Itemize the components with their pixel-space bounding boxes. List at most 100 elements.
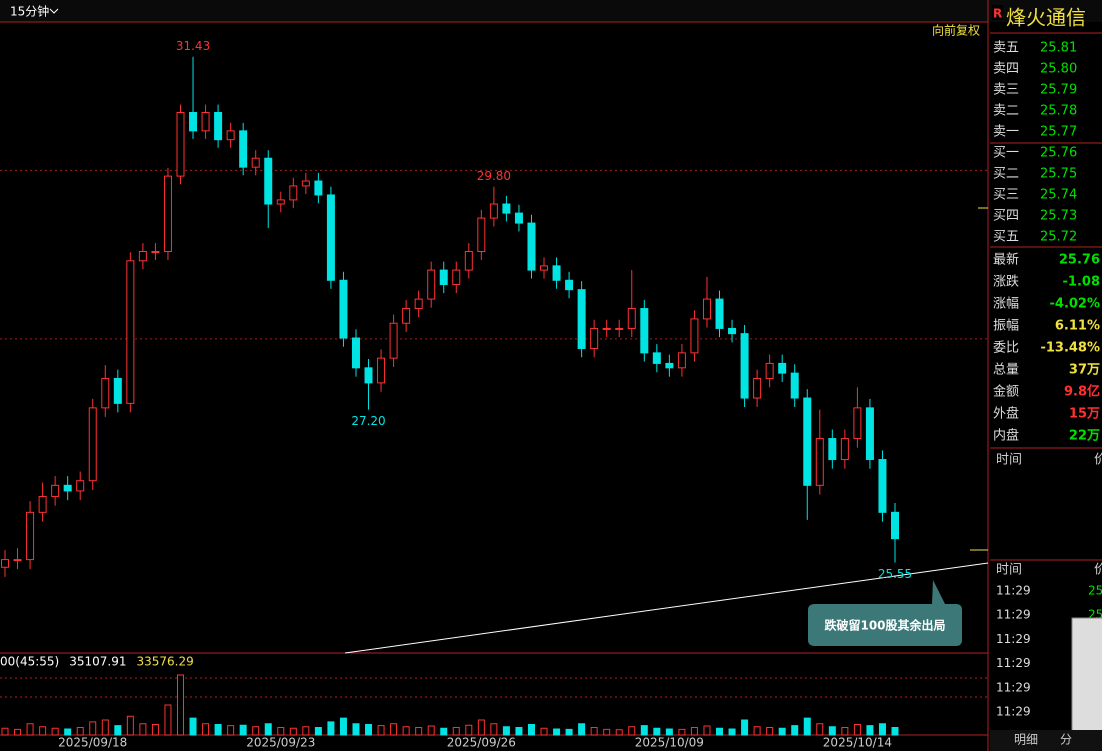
x-tick-label: 2025/09/18 bbox=[58, 736, 127, 750]
volume-bar bbox=[277, 727, 285, 736]
extreme-label: 25.55 bbox=[878, 567, 912, 581]
candle-body bbox=[878, 459, 887, 513]
candle-body bbox=[389, 322, 398, 359]
volume-bar bbox=[151, 724, 159, 736]
volume-bar bbox=[791, 725, 799, 736]
candle-body bbox=[151, 251, 160, 254]
tick-time: 11:29 bbox=[996, 608, 1031, 622]
candle-body bbox=[251, 157, 260, 168]
bid-label: 买二 bbox=[993, 167, 1019, 182]
volume-bar bbox=[101, 719, 109, 736]
candle-body bbox=[38, 495, 47, 513]
candle-body bbox=[176, 112, 185, 177]
column-header: 价 bbox=[1094, 563, 1102, 578]
candle-body bbox=[514, 212, 523, 224]
volume-bar bbox=[427, 725, 435, 736]
volume-bar bbox=[653, 727, 661, 736]
dropdown-icon[interactable] bbox=[49, 8, 59, 14]
bid-price: 25.73 bbox=[1040, 209, 1077, 224]
candle-body bbox=[163, 175, 172, 253]
candle-body bbox=[489, 203, 498, 219]
volume-bar bbox=[477, 719, 485, 736]
volume-bar bbox=[866, 725, 874, 736]
stat-value: 25.76 bbox=[1059, 253, 1100, 268]
candle-body bbox=[865, 407, 874, 461]
candle-body bbox=[815, 438, 824, 486]
note-text: 跌破留100股其余出局 bbox=[824, 618, 945, 633]
candle-body bbox=[402, 308, 411, 324]
bid-label: 买五 bbox=[993, 230, 1019, 245]
stat-value: 37万 bbox=[1069, 363, 1100, 378]
stat-value: -1.08 bbox=[1063, 275, 1100, 290]
candle-body bbox=[239, 130, 248, 168]
volume-bar bbox=[89, 721, 97, 736]
bid-label: 买四 bbox=[993, 209, 1019, 224]
volume-bar bbox=[816, 723, 824, 736]
candle-body bbox=[189, 112, 198, 132]
extreme-label: 31.43 bbox=[176, 39, 210, 53]
tab-bar bbox=[990, 730, 1102, 751]
volume-bar bbox=[440, 727, 448, 736]
candle-body bbox=[840, 438, 849, 461]
candle-body bbox=[527, 222, 536, 271]
volume-bar bbox=[327, 721, 335, 736]
tick-time: 11:29 bbox=[996, 680, 1031, 694]
volume-bar bbox=[753, 726, 761, 736]
period-selector[interactable]: 15分钟 bbox=[10, 4, 49, 19]
candle-body bbox=[214, 112, 223, 141]
bid-price: 25.74 bbox=[1040, 188, 1077, 203]
volume-bar bbox=[339, 717, 347, 736]
volume-bar bbox=[352, 723, 360, 736]
candle-body bbox=[51, 484, 60, 497]
volume-bar bbox=[603, 728, 611, 736]
bid-price: 25.72 bbox=[1040, 230, 1077, 245]
volume-bar bbox=[214, 724, 222, 736]
stat-label: 委比 bbox=[993, 341, 1019, 356]
candle-body bbox=[88, 407, 97, 482]
stat-label: 内盘 bbox=[993, 428, 1019, 444]
volume-bar bbox=[402, 726, 410, 736]
candle-body bbox=[364, 367, 373, 384]
candle-body bbox=[76, 480, 85, 492]
stock-name: 烽火通信 bbox=[1006, 6, 1086, 30]
candle-body bbox=[640, 308, 649, 354]
candle-body bbox=[452, 269, 461, 286]
x-tick-label: 2025/10/14 bbox=[823, 736, 892, 750]
candle-body bbox=[502, 203, 511, 214]
tab[interactable]: 分 bbox=[1060, 733, 1072, 747]
toolbar bbox=[0, 0, 1102, 22]
x-tick-label: 2025/09/26 bbox=[447, 736, 516, 750]
volume-bar bbox=[766, 727, 774, 736]
volume-bar bbox=[515, 727, 523, 736]
candle-body bbox=[13, 559, 22, 562]
candle-body bbox=[690, 318, 699, 354]
volume-bar bbox=[139, 723, 147, 736]
tab[interactable]: 明细 bbox=[1014, 733, 1038, 747]
candle-body bbox=[740, 333, 749, 399]
candle-body bbox=[702, 298, 711, 320]
candle-body bbox=[226, 130, 235, 141]
tick-price: 25.76 bbox=[1088, 584, 1102, 598]
candle-body bbox=[1, 559, 9, 568]
flag: R bbox=[993, 7, 1002, 21]
volume-bar bbox=[289, 727, 297, 736]
volume-bar bbox=[590, 727, 598, 736]
adjust-label[interactable]: 向前复权 bbox=[932, 23, 980, 38]
bid-label: 买三 bbox=[993, 188, 1019, 203]
candle-body bbox=[464, 251, 473, 271]
candle-body bbox=[765, 362, 774, 379]
candle-body bbox=[351, 337, 360, 369]
volume-bar bbox=[14, 728, 22, 736]
stat-value: 22万 bbox=[1069, 429, 1100, 444]
candle-body bbox=[477, 217, 486, 253]
volume-bar bbox=[878, 723, 886, 736]
volume-bar bbox=[665, 728, 673, 736]
candle-body bbox=[728, 327, 737, 335]
volume-bar bbox=[465, 724, 473, 736]
tick-time: 11:29 bbox=[996, 584, 1031, 598]
stat-label: 最新 bbox=[993, 252, 1019, 268]
stat-label: 振幅 bbox=[993, 319, 1019, 334]
candle-body bbox=[201, 112, 210, 132]
